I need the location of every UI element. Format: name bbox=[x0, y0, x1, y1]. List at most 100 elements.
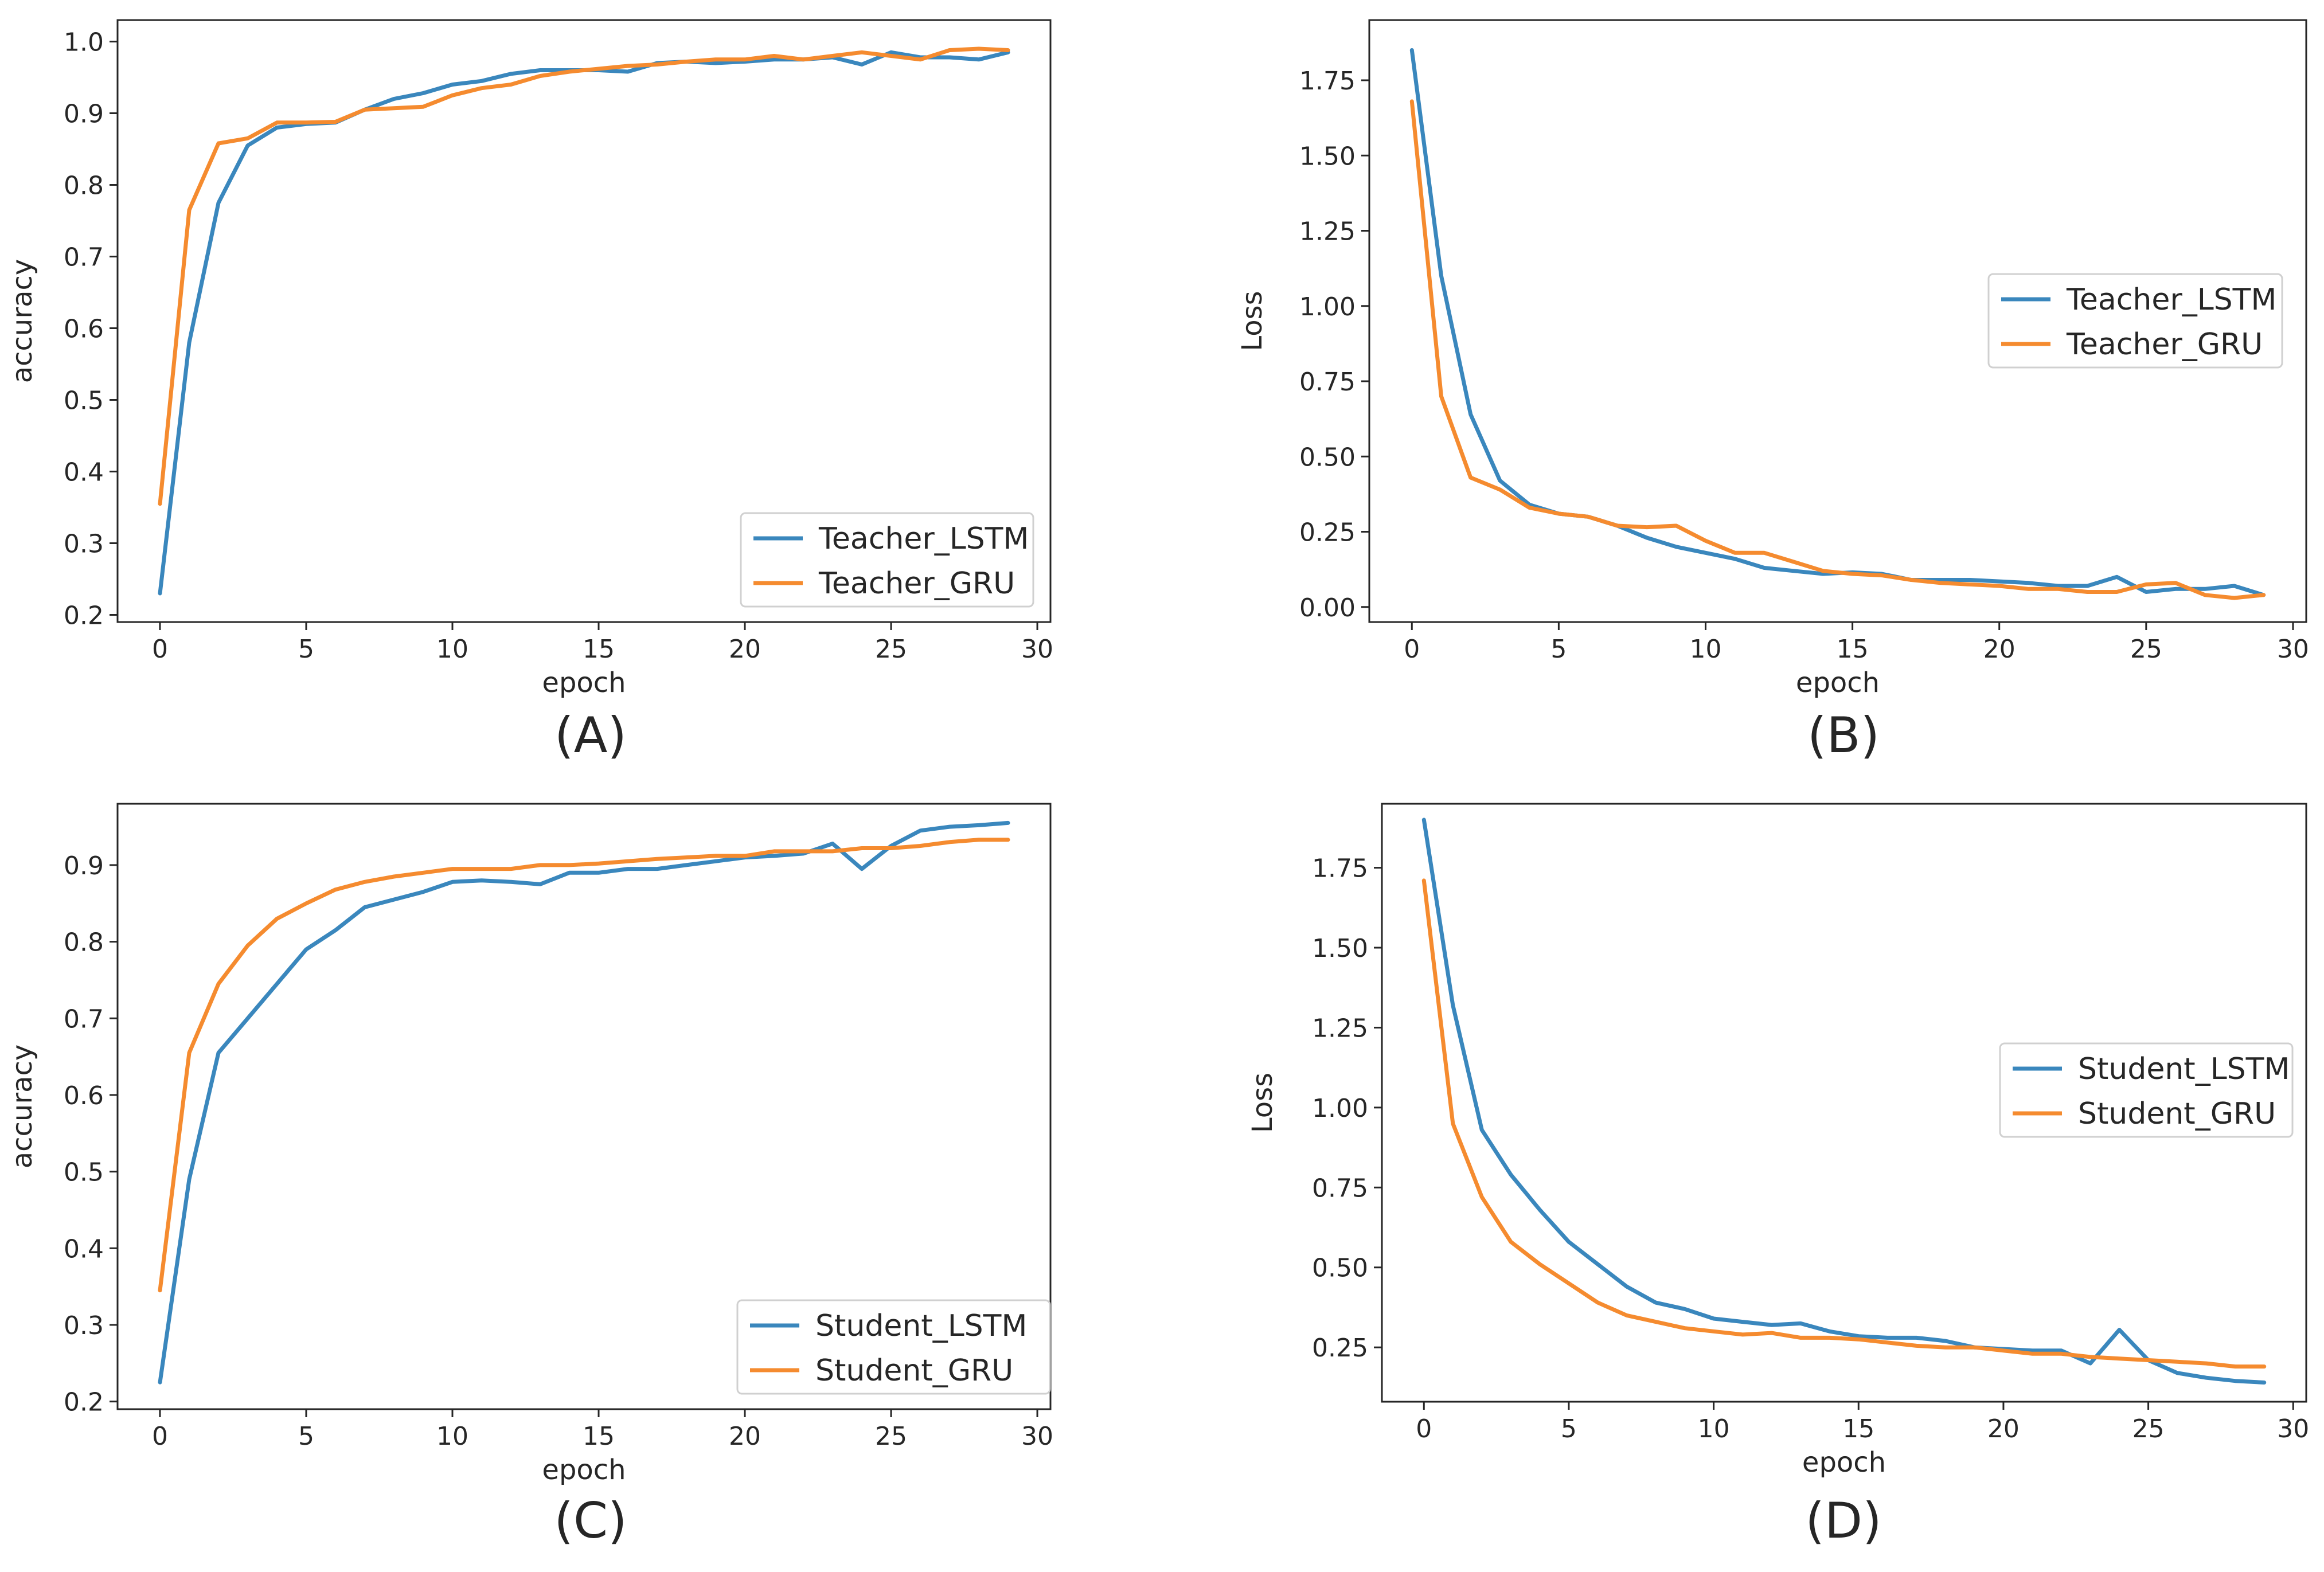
y-axis-label: Loss bbox=[1247, 1073, 1279, 1133]
y-tick-label: 1.25 bbox=[1312, 1014, 1368, 1043]
series-2-line bbox=[1421, 878, 2267, 1369]
legend-box bbox=[1987, 273, 2283, 369]
legend-box bbox=[740, 512, 1034, 608]
y-tick-label: 0.4 bbox=[64, 458, 104, 487]
x-tick-label: 0 bbox=[1404, 635, 1420, 664]
x-tick-label: 25 bbox=[875, 635, 907, 664]
series-1-legend-label: Teacher_LSTM bbox=[2066, 283, 2276, 317]
y-tick-label: 1.0 bbox=[64, 28, 104, 57]
x-tick-label: 10 bbox=[436, 1422, 468, 1451]
y-tick-label: 0.9 bbox=[64, 851, 104, 881]
y-tick-label: 1.00 bbox=[1312, 1094, 1368, 1123]
series-2-legend-label: Student_GRU bbox=[815, 1354, 1013, 1388]
x-tick-label: 30 bbox=[2277, 635, 2309, 664]
y-tick-label: 1.75 bbox=[1312, 854, 1368, 883]
y-tick-label: 0.00 bbox=[1299, 593, 1356, 623]
panel-b: 0 5 10 15 20 25 30 0.00 0.25 0.50 0.75 1.00 1.25 1.50… bbox=[1236, 19, 2309, 764]
x-tick-label: 5 bbox=[298, 1422, 314, 1451]
y-tick-label: 1.75 bbox=[1299, 67, 1356, 96]
y-tick-label: 0.8 bbox=[64, 928, 104, 957]
x-tick-label: 15 bbox=[583, 1422, 615, 1451]
x-tick-label: 10 bbox=[436, 635, 468, 664]
x-tick-label: 25 bbox=[875, 1422, 907, 1451]
x-axis-label: epoch bbox=[1796, 667, 1880, 699]
x-tick-label: 0 bbox=[1416, 1414, 1432, 1444]
y-axis-label: accuracy bbox=[6, 259, 38, 384]
x-tick-label: 25 bbox=[2130, 635, 2162, 664]
series-1-line bbox=[1421, 818, 2267, 1385]
series-2-line bbox=[1409, 99, 2266, 600]
y-tick-label: 0.5 bbox=[64, 386, 104, 416]
y-tick-label: 1.50 bbox=[1312, 934, 1368, 963]
legend-box bbox=[736, 1299, 1051, 1395]
x-tick-label: 20 bbox=[729, 635, 761, 664]
legend: Student_LSTM Student_GRU bbox=[1999, 1042, 2294, 1138]
y-axis-label: Loss bbox=[1236, 291, 1268, 351]
series-1-line bbox=[158, 820, 1010, 1385]
series-2-legend-label: Teacher_GRU bbox=[2066, 327, 2263, 362]
panel-d: 0 5 10 15 20 25 30 0.25 0.50 0.75 1.00 1.25 1.50 1.75… bbox=[1247, 803, 2309, 1550]
y-tick-label: 0.25 bbox=[1299, 518, 1356, 548]
x-tick-label: 10 bbox=[1689, 635, 1721, 664]
y-tick-label: 0.9 bbox=[64, 100, 104, 129]
y-tick-label: 0.7 bbox=[64, 243, 104, 272]
panel-c: 0 5 10 15 20 25 30 0.2 0.3 0.4 0.5 0.6 0.7 0.8 0.9 epoc… bbox=[6, 803, 1053, 1550]
x-axis-label: epoch bbox=[542, 667, 626, 699]
y-tick-label: 0.2 bbox=[64, 1388, 104, 1417]
x-tick-label: 20 bbox=[1987, 1414, 2020, 1444]
x-tick-label: 15 bbox=[1842, 1414, 1874, 1444]
y-tick-label: 0.7 bbox=[64, 1004, 104, 1034]
series-2-legend-label: Teacher_GRU bbox=[818, 566, 1015, 601]
legend: Teacher_LSTM Teacher_GRU bbox=[1987, 273, 2283, 369]
panel-caption: (A) bbox=[554, 707, 627, 764]
series-1-line bbox=[158, 50, 1010, 596]
y-tick-label: 0.6 bbox=[64, 1081, 104, 1110]
x-axis-label: epoch bbox=[1802, 1446, 1886, 1479]
x-tick-label: 30 bbox=[1021, 1422, 1053, 1451]
series-1-legend-label: Student_LSTM bbox=[2078, 1052, 2290, 1086]
series-1-legend-label: Teacher_LSTM bbox=[818, 522, 1029, 556]
plot-frame bbox=[116, 803, 1052, 1410]
y-axis-label: accuracy bbox=[6, 1045, 38, 1169]
series-2-legend-label: Student_GRU bbox=[2078, 1097, 2276, 1131]
y-tick-label: 0.50 bbox=[1312, 1254, 1368, 1283]
x-tick-label: 20 bbox=[729, 1422, 761, 1451]
x-tick-label: 20 bbox=[1983, 635, 2016, 664]
y-tick-label: 0.4 bbox=[64, 1234, 104, 1264]
legend: Teacher_LSTM Teacher_GRU bbox=[740, 512, 1034, 608]
y-tick-label: 0.75 bbox=[1299, 367, 1356, 397]
series-1-legend-label: Student_LSTM bbox=[815, 1309, 1027, 1343]
y-tick-label: 0.75 bbox=[1312, 1174, 1368, 1203]
x-tick-label: 5 bbox=[298, 635, 314, 664]
y-tick-label: 0.5 bbox=[64, 1158, 104, 1187]
x-tick-label: 30 bbox=[1021, 635, 1053, 664]
y-tick-label: 0.50 bbox=[1299, 443, 1356, 472]
x-tick-label: 5 bbox=[1561, 1414, 1577, 1444]
y-tick-label: 0.8 bbox=[64, 171, 104, 201]
plot-frame bbox=[116, 19, 1052, 623]
plot-frame bbox=[1381, 803, 2307, 1403]
panel-caption: (C) bbox=[554, 1492, 627, 1550]
series-2-line bbox=[158, 838, 1010, 1293]
panel-caption: (B) bbox=[1807, 707, 1880, 764]
y-tick-label: 1.50 bbox=[1299, 142, 1356, 171]
x-tick-label: 30 bbox=[2277, 1414, 2309, 1444]
y-tick-label: 0.6 bbox=[64, 315, 104, 344]
x-axis-label: epoch bbox=[542, 1454, 626, 1486]
x-tick-label: 0 bbox=[152, 635, 168, 664]
y-tick-label: 0.3 bbox=[64, 530, 104, 559]
y-tick-label: 0.25 bbox=[1312, 1334, 1368, 1363]
panel-a: 0 5 10 15 20 25 30 0.2 0.3 0.4 0.5 0.6 0.7 0.8 0.9 1.0 e… bbox=[6, 19, 1053, 764]
y-tick-label: 1.00 bbox=[1299, 292, 1356, 322]
x-tick-label: 5 bbox=[1550, 635, 1567, 664]
y-tick-label: 0.3 bbox=[64, 1311, 104, 1340]
legend: Student_LSTM Student_GRU bbox=[736, 1299, 1051, 1395]
panel-caption: (D) bbox=[1805, 1492, 1881, 1550]
series-2-line bbox=[158, 46, 1010, 506]
y-tick-label: 0.2 bbox=[64, 601, 104, 631]
plot-frame bbox=[1368, 19, 2307, 623]
legend-box bbox=[1999, 1042, 2294, 1138]
x-tick-label: 25 bbox=[2132, 1414, 2165, 1444]
x-tick-label: 15 bbox=[1837, 635, 1869, 664]
x-tick-label: 15 bbox=[583, 635, 615, 664]
